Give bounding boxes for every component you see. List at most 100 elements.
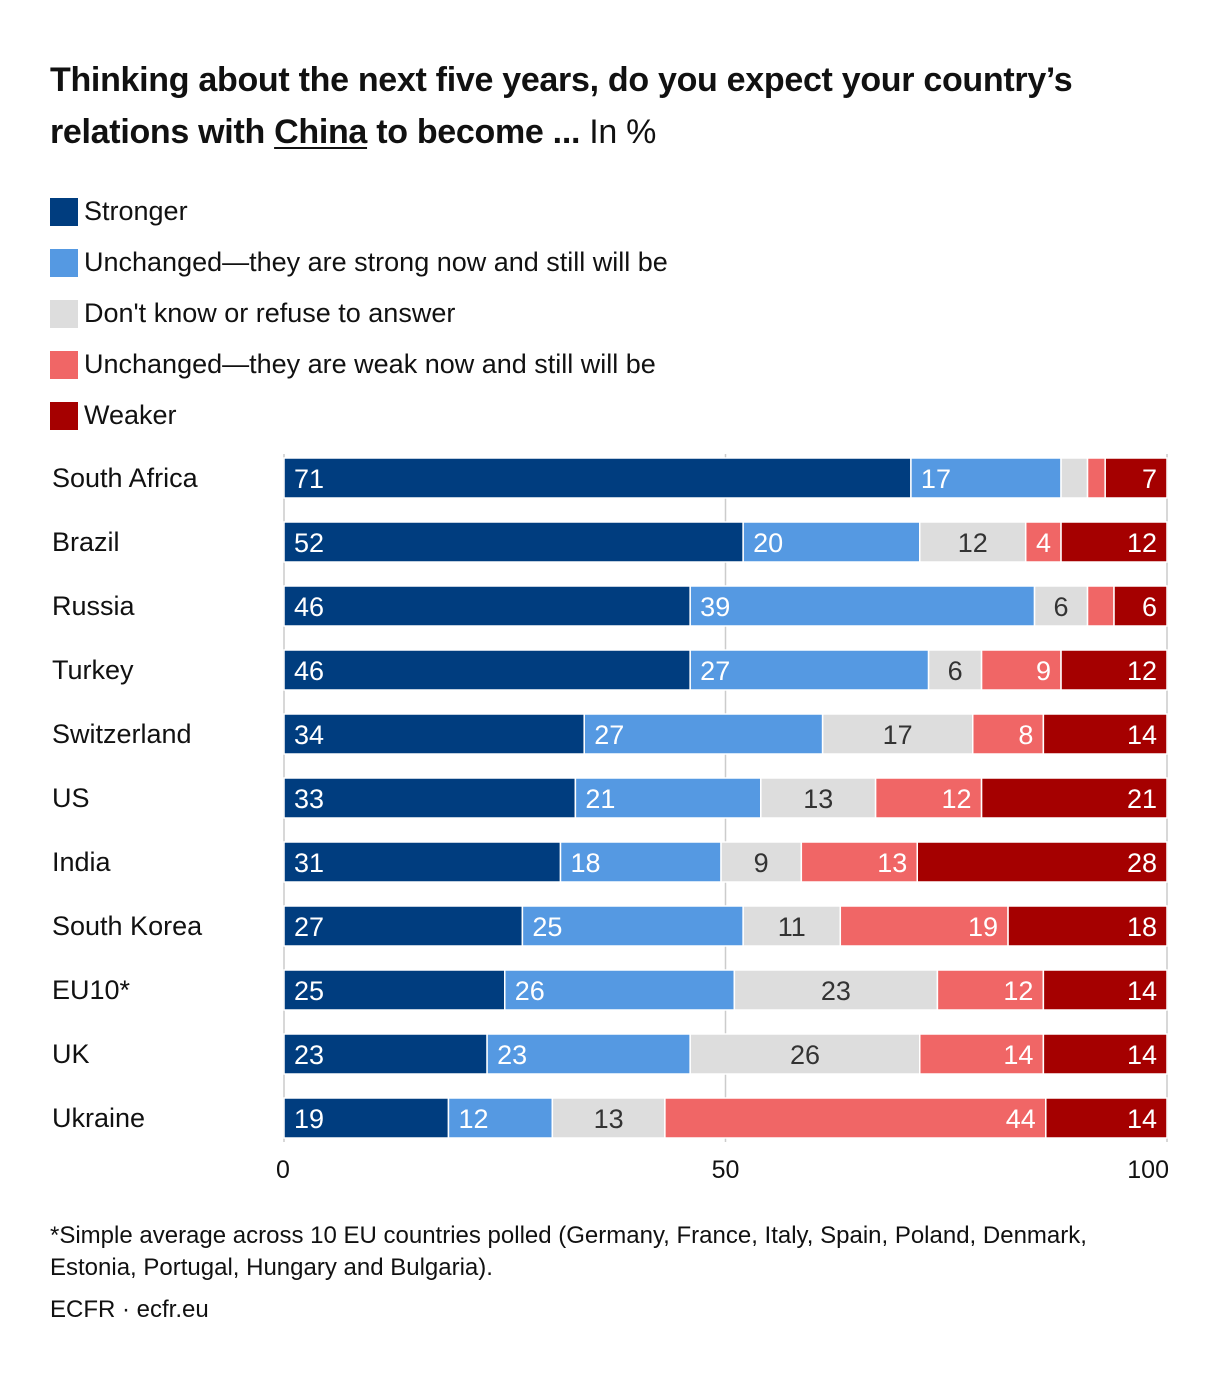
bar-segment (971, 713, 1045, 755)
data-label: 13 (803, 784, 833, 814)
bar-segment (1033, 585, 1089, 627)
chart-title: Thinking about the next five years, do y… (50, 54, 1180, 158)
data-label: 20 (753, 528, 783, 558)
data-label: 19 (968, 912, 998, 942)
data-label: 12 (942, 784, 972, 814)
data-label: 9 (754, 848, 769, 878)
legend-swatch (50, 197, 78, 226)
data-label: 46 (294, 656, 324, 686)
data-label: 14 (1127, 976, 1157, 1006)
data-label: 7 (1142, 464, 1157, 494)
bar-segment (664, 1097, 1047, 1139)
data-label: 12 (958, 528, 988, 558)
bar-segment (919, 521, 1027, 563)
bar-segment (1060, 521, 1168, 563)
data-label: 33 (294, 784, 324, 814)
category-label: UK (52, 1039, 90, 1069)
data-label: 18 (1127, 912, 1157, 942)
legend-item: Unchanged—they are weak now and still wi… (50, 339, 668, 390)
data-label: 17 (883, 720, 913, 750)
legend-item: Don't know or refuse to answer (50, 288, 668, 339)
bar-segment (283, 969, 506, 1011)
legend-swatch (50, 299, 78, 328)
data-label: 13 (877, 848, 907, 878)
legend-label: Unchanged—they are strong now and still … (84, 247, 668, 277)
legend-item: Unchanged—they are strong now and still … (50, 237, 668, 288)
category-label: South Africa (52, 463, 199, 493)
data-label: 14 (1127, 1104, 1157, 1134)
bar-segment (283, 521, 744, 563)
legend-label: Unchanged—they are weak now and still wi… (84, 349, 656, 379)
bar-segment (689, 649, 930, 691)
data-label: 17 (921, 464, 951, 494)
bar-segment (521, 905, 744, 947)
data-label: 39 (700, 592, 730, 622)
bar-segment (1045, 1097, 1168, 1139)
footnote: *Simple average across 10 EU countries p… (50, 1222, 1087, 1281)
data-label: 44 (1006, 1104, 1036, 1134)
legend-label: Weaker (84, 400, 177, 430)
bar-segment (583, 713, 824, 755)
x-tick-label: 100 (1127, 1156, 1169, 1184)
bar-segment (733, 969, 939, 1011)
data-label: 6 (948, 656, 963, 686)
data-label: 71 (294, 464, 324, 494)
legend-swatch (50, 401, 78, 430)
x-tick-label: 0 (276, 1156, 290, 1184)
bar-segment (283, 457, 912, 499)
legend-label: Don't know or refuse to answer (84, 298, 456, 328)
legend-label: Stronger (84, 196, 188, 226)
category-label: Turkey (52, 655, 134, 685)
bar-segment (574, 777, 762, 819)
category-label: Switzerland (52, 719, 192, 749)
title-country: China (274, 113, 368, 151)
data-label: 46 (294, 592, 324, 622)
data-label: 8 (1018, 720, 1033, 750)
data-label: 14 (1003, 1040, 1033, 1070)
bar-segment (742, 521, 921, 563)
data-label: 21 (1127, 784, 1157, 814)
bar-segment (839, 905, 1009, 947)
stacked-bar-chart: South Africa 71 17 7 Brazil 52 20 12 4 12 Russia 46… (52, 454, 1169, 1184)
data-label: 12 (458, 1104, 488, 1134)
source-credit: ECFR · ecfr.eu (50, 1296, 209, 1323)
bar-segment (283, 777, 577, 819)
data-label: 31 (294, 848, 324, 878)
data-label: 26 (515, 976, 545, 1006)
bar-segment (486, 1033, 691, 1075)
legend: Stronger Unchanged—they are strong now a… (50, 186, 668, 441)
category-label: Ukraine (52, 1103, 145, 1133)
bar-segment (1060, 457, 1089, 499)
title-text: Thinking about the next five years, do y… (50, 61, 1073, 151)
data-label: 27 (294, 912, 324, 942)
bar-segment (760, 777, 877, 819)
bar-segment (447, 1097, 554, 1139)
data-label: 19 (294, 1104, 324, 1134)
bar-segment (283, 1033, 488, 1075)
category-label: EU10* (52, 975, 131, 1005)
title-text-end: to become ... (367, 113, 581, 151)
legend-swatch (50, 350, 78, 379)
data-label: 26 (790, 1040, 820, 1070)
data-label: 21 (585, 784, 615, 814)
bar-segment (1104, 457, 1168, 499)
bar-segment (283, 713, 585, 755)
data-label: 27 (700, 656, 730, 686)
data-label: 14 (1127, 720, 1157, 750)
data-label: 23 (294, 1040, 324, 1070)
bar-segment (742, 905, 842, 947)
data-label: 13 (594, 1104, 624, 1134)
data-label: 12 (1127, 656, 1157, 686)
bar-segment (1060, 649, 1168, 691)
bar-segment (1086, 457, 1106, 499)
data-label: 18 (570, 848, 600, 878)
title-unit: In % (580, 113, 657, 151)
legend-swatch (50, 248, 78, 277)
bar-segment (1007, 905, 1168, 947)
legend-item: Weaker (50, 390, 668, 441)
x-tick-label: 50 (712, 1156, 740, 1184)
bar-segment (1086, 585, 1115, 627)
category-label: US (52, 783, 90, 813)
bar-segment (689, 585, 1036, 627)
bar-segment (874, 777, 983, 819)
